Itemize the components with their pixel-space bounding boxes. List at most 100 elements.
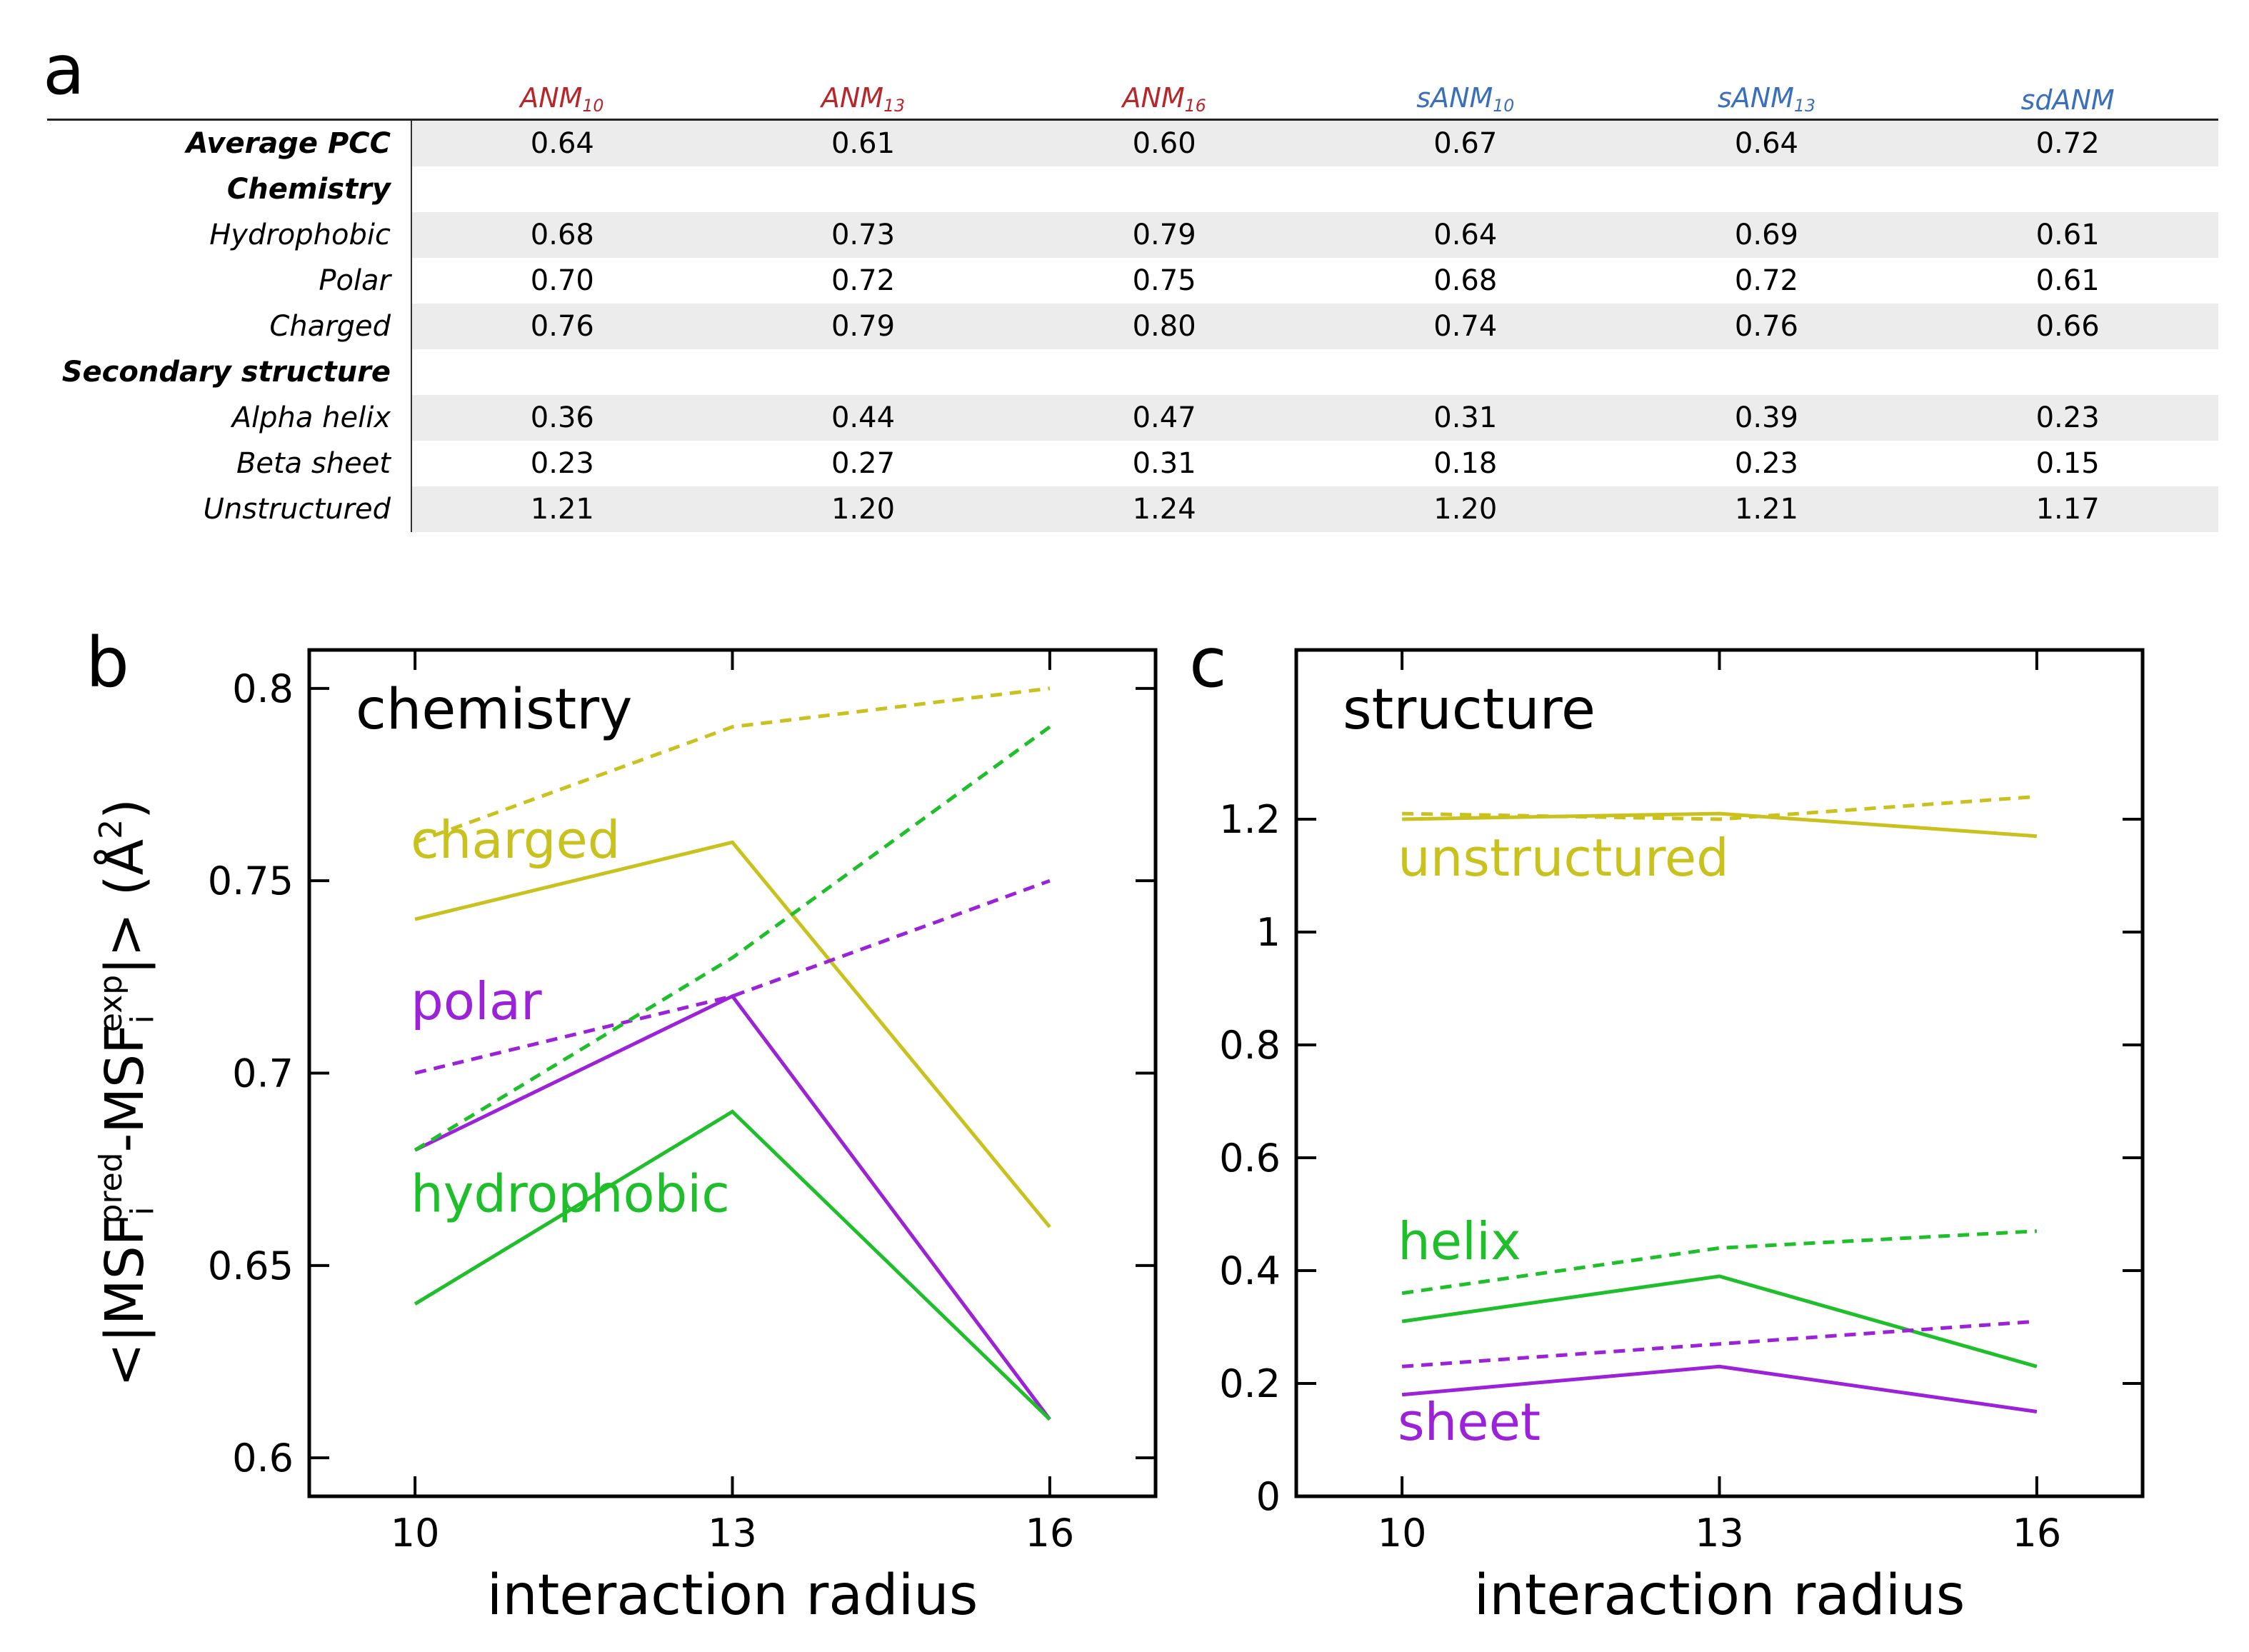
- y-axis-title: <|MSFipred-MSFiexp|> (Å2): [93, 799, 161, 1387]
- table-column-header: sdANM: [1917, 79, 2218, 121]
- table-cell: 0.76: [1616, 304, 1918, 349]
- table-cell: 1.24: [1013, 486, 1315, 532]
- table-cell: 0.72: [1734, 264, 1798, 297]
- row-label: Beta sheet: [47, 441, 412, 486]
- chart-title: chemistry: [356, 678, 632, 742]
- chart-title: structure: [1343, 678, 1596, 742]
- x-tick-label: 10: [1378, 1511, 1427, 1556]
- y-axis-title-part: exp: [93, 975, 129, 1032]
- column-header-subscript: 10: [582, 96, 604, 116]
- table-column-header: sANM13: [1616, 79, 1918, 121]
- row-label: Chemistry: [47, 166, 412, 212]
- series-label-polar: polar: [411, 971, 542, 1031]
- plot-frame: [1294, 648, 2145, 1498]
- row-label: Average PCC: [47, 119, 412, 166]
- column-header-subscript: 16: [1184, 96, 1206, 116]
- y-tick-label: 0.2: [1219, 1361, 1281, 1406]
- y-axis-title-part: ): [94, 799, 156, 819]
- y-axis-title-part: i: [124, 1206, 161, 1215]
- table-cell: 0.64: [1314, 212, 1616, 258]
- column-header-text: sANM: [1416, 82, 1493, 114]
- table-cell: 0.72: [831, 264, 896, 297]
- table-row: Unstructured 1.21 1.20 1.24 1.20 1.21 1.17: [47, 486, 2218, 532]
- table-cell: 0.64: [1616, 119, 1918, 166]
- table-cell: 0.80: [1013, 304, 1315, 349]
- column-header-text: ANM: [821, 82, 884, 114]
- table-cell: 0.61: [2035, 264, 2100, 297]
- y-tick-label: 0.75: [208, 858, 294, 903]
- panel-label-c: c: [1189, 623, 1227, 703]
- row-label: Polar: [47, 258, 412, 304]
- table-cell: 0.23: [1917, 395, 2218, 441]
- table-cell: 0.67: [1314, 119, 1616, 166]
- table-row: Average PCC 0.64 0.61 0.60 0.67 0.64 0.72: [47, 119, 2218, 166]
- series-label-hydrophobic: hydrophobic: [411, 1163, 730, 1223]
- table-cell: 0.68: [411, 212, 713, 258]
- table-cell: 0.76: [411, 304, 713, 349]
- series-label-charged: charged: [411, 810, 620, 870]
- column-header-subscript: 13: [883, 96, 906, 116]
- table-cell: 0.70: [530, 264, 594, 297]
- table-cell: 0.61: [1917, 212, 2218, 258]
- y-axis-title-part: |> (Å: [93, 838, 156, 974]
- table-cell: 0.47: [1013, 395, 1315, 441]
- table-cell: 0.31: [1314, 395, 1616, 441]
- table-cell: 0.18: [1433, 447, 1498, 480]
- table-cell: 0.39: [1616, 395, 1918, 441]
- table-cell: 1.21: [1616, 486, 1918, 532]
- x-tick-label: 13: [708, 1511, 757, 1556]
- series-label-unstructured: unstructured: [1398, 828, 1729, 888]
- x-tick-label: 16: [1026, 1511, 1075, 1556]
- y-tick-label: 0.65: [208, 1243, 294, 1288]
- y-tick-label: 1: [1256, 910, 1281, 955]
- table-cell: 0.74: [1314, 304, 1616, 349]
- x-axis-title: interaction radius: [487, 1563, 978, 1628]
- table-row: Chemistry: [47, 166, 2218, 212]
- y-axis-title-part: -MSF: [94, 1023, 156, 1152]
- x-tick-label: 16: [2013, 1511, 2062, 1556]
- table-cell: 0.15: [2035, 447, 2100, 480]
- table-cell: 0.27: [831, 447, 896, 480]
- y-tick-label: 0.8: [232, 666, 294, 711]
- table-column-header: ANM13: [712, 79, 1014, 121]
- table-cell: 0.31: [1132, 447, 1196, 480]
- table-cell: 0.36: [411, 395, 713, 441]
- table-cell: 1.17: [1917, 486, 2218, 532]
- table-row: Hydrophobic 0.68 0.73 0.79 0.64 0.69 0.61: [47, 212, 2218, 258]
- table-cell: 0.66: [1917, 304, 2218, 349]
- table-cell: 0.23: [530, 447, 594, 480]
- y-axis-title-part: 2: [93, 819, 129, 839]
- column-header-subscript: 10: [1493, 96, 1515, 116]
- table-row: Alpha helix 0.36 0.44 0.47 0.31 0.39 0.23: [47, 395, 2218, 441]
- table-column-header: sANM10: [1314, 79, 1616, 121]
- column-header-text: sANM: [1717, 82, 1794, 114]
- row-label: Secondary structure: [47, 349, 412, 395]
- plot-frame: [307, 648, 1158, 1498]
- table-cell: 0.44: [712, 395, 1014, 441]
- table-cell: 1.20: [712, 486, 1014, 532]
- table-cell: 0.60: [1013, 119, 1315, 166]
- y-axis-title-part: <|MSF: [94, 1216, 156, 1387]
- y-tick-label: 0.8: [1219, 1023, 1281, 1068]
- table-cell: 0.64: [411, 119, 713, 166]
- series-line-green-solid: [1401, 1274, 2038, 1368]
- series-line-green-dashed: [414, 725, 1051, 1152]
- table-cell: 0.72: [1917, 119, 2218, 166]
- y-tick-label: 0.6: [1219, 1136, 1281, 1181]
- y-tick-label: 0.4: [1219, 1248, 1281, 1293]
- table-header-row: ANM10 ANM13 ANM16 sANM10 sANM13 sdANM: [47, 79, 2218, 121]
- row-label: Unstructured: [47, 486, 412, 532]
- series-line-green-dashed: [1401, 1229, 2038, 1296]
- x-tick-label: 10: [391, 1511, 440, 1556]
- table-row: Beta sheet 0.23 0.27 0.31 0.18 0.23 0.15: [47, 441, 2218, 486]
- table-row: Polar 0.70 0.72 0.75 0.68 0.72 0.61: [47, 258, 2218, 304]
- chart-chemistry: 0.6 0.65 0.7 0.75 0.8 10 13 16 interaction radiu…: [208, 648, 1158, 1628]
- table-cell: 1.21: [411, 486, 713, 532]
- row-label: Charged: [47, 304, 412, 349]
- column-header-text: sdANM: [2020, 84, 2115, 116]
- table-corner: [47, 79, 411, 121]
- table-cell: 0.69: [1616, 212, 1918, 258]
- y-axis-title-part: i: [124, 1015, 161, 1023]
- panel-label-b: b: [86, 623, 129, 703]
